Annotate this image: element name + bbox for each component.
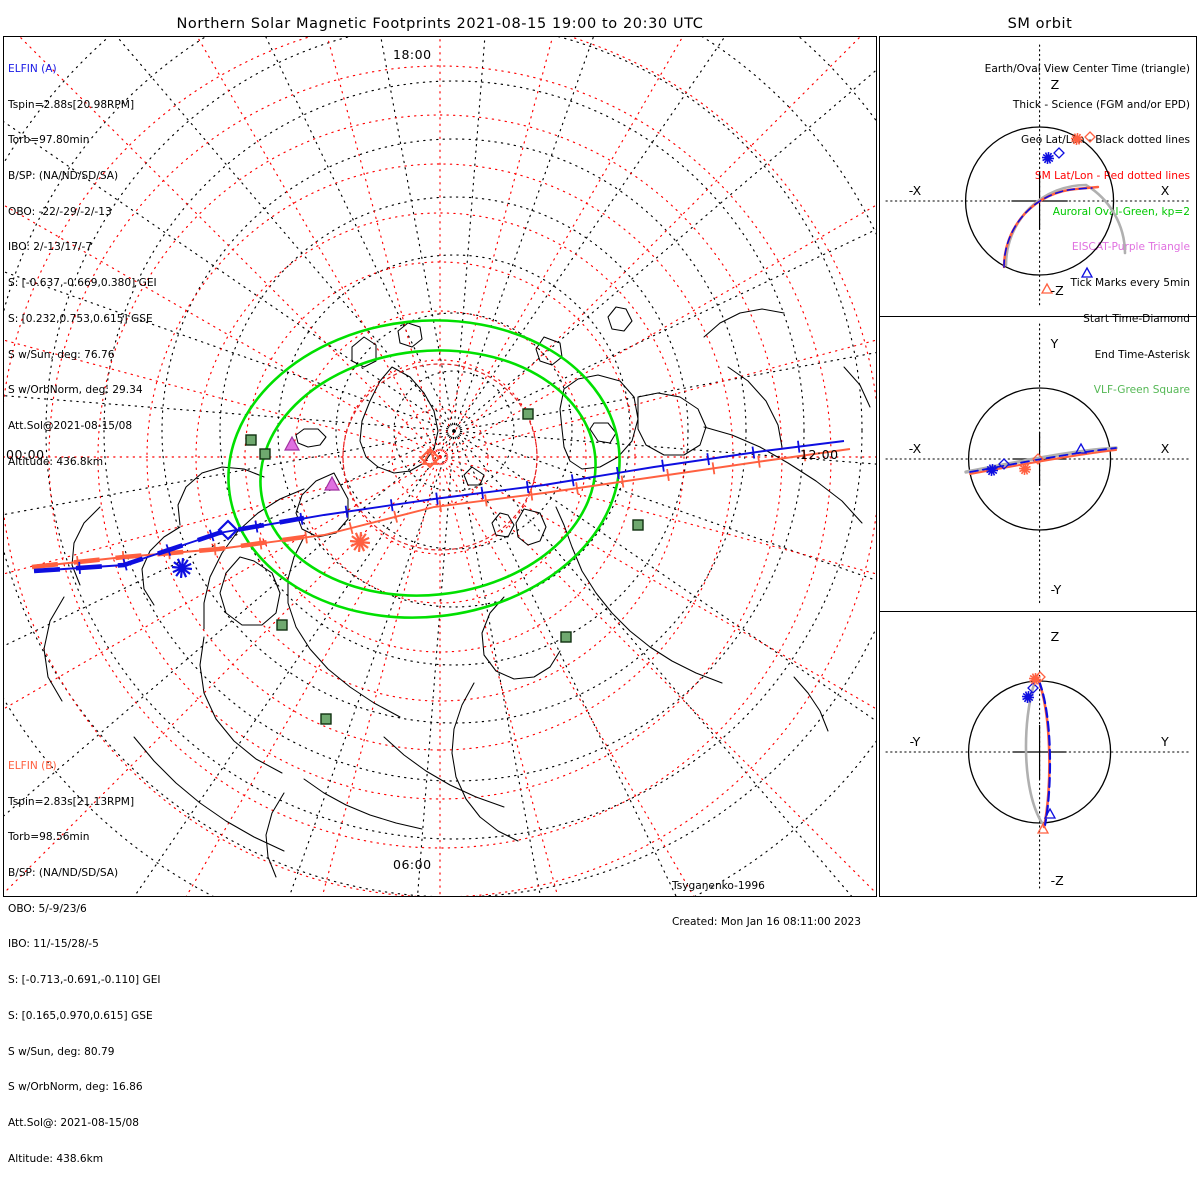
svg-text:-Z: -Z [1051,873,1064,888]
elfin-a-line-3: OBO: -22/-29/-2/-13 [8,205,112,218]
svg-text:X: X [1161,183,1170,198]
svg-text:Y: Y [1050,336,1059,351]
elfin-b-line-9: Att.Sol@: 2021-08-15/08 [8,1117,140,1129]
legend-item-9: VLF-Green Square [1093,384,1190,397]
elfin-a-info: ELFIN (A) Tspin=2.88s[20.98RPM] Torb=97.… [8,40,157,481]
legend: Earth/Oval View Center Time (triangle) T… [985,40,1190,409]
map-panel [3,36,877,897]
elfin-b-line-3: OBO: 5/-9/23/6 [8,902,87,915]
elfin-a-name: ELFIN (A) [8,62,57,75]
model-name: Tsyganenko-1996 [672,879,765,892]
legend-item-4: Auroral Oval-Green, kp=2 [1052,205,1190,218]
elfin-b-info: ELFIN (B) Tspin=2.83s[21.13RPM] Torb=98.… [8,737,161,1178]
elfin-b-line-2: B/SP: (NA/ND/SD/SA) [8,866,119,879]
sm-panel-xy: Y -Y -X X [885,323,1191,604]
sm-orbit-title: SM orbit [1007,16,1073,32]
elfin-a-track [33,440,845,575]
legend-item-5: EISCAT-Purple Triangle [1071,241,1190,254]
svg-text:Z: Z [1051,77,1060,92]
legend-item-7: Start Time-Diamond [1083,312,1190,325]
svg-text:-Z: -Z [1051,283,1064,298]
sm-orbit-panel [879,36,1197,897]
page-title: Northern Solar Magnetic Footprints 2021-… [176,16,704,32]
svg-text:-X: -X [909,441,922,456]
svg-text:Y: Y [1160,734,1169,749]
track-markers [171,447,441,579]
elfin-a-line-2: B/SP: (NA/ND/SD/SA) [8,169,119,182]
sm-panel-yz: Z -Z -Y Y [885,618,1191,889]
sm-divider-1 [880,316,1196,317]
sm-divider-2 [880,611,1196,612]
svg-text:Z: Z [1051,629,1060,644]
elfin-a-line-0: Tspin=2.88s[20.98RPM] [8,98,135,111]
sm-inner-circle [342,363,538,551]
legend-item-8: End Time-Asterisk [1094,348,1190,361]
mlt-label-left: 00:00 [6,447,45,462]
elfin-b-line-7: S w/Sun, deg: 80.79 [8,1045,115,1058]
elfin-b-line-5: S: [-0.713,-0.691,-0.110] GEI [8,974,161,987]
sm-panel-xz: Z -Z -X X [885,44,1191,309]
eiscat-stations [283,435,341,491]
sm-grid [4,37,876,896]
mlt-label-right: 12:00 [800,447,839,462]
svg-text:-Y: -Y [910,734,921,749]
mlt-label-top: 18:00 [393,47,432,62]
elfin-a-line-4: IBO: 2/-13/17/-7 [8,241,93,254]
elfin-b-name: ELFIN (B) [8,759,57,772]
elfin-b-line-1: Torb=98.56min [8,831,90,844]
elfin-b-line-0: Tspin=2.83s[21.13RPM] [8,795,135,808]
elfin-a-line-1: Torb=97.80min [8,134,90,147]
svg-text:-Y: -Y [1051,582,1062,597]
legend-item-2: Geo Lat/Lon - Black dotted lines [1021,134,1190,147]
legend-item-0: Earth/Oval View Center Time (triangle) [984,62,1190,75]
legend-item-1: Thick - Science (FGM and/or EPD) [1012,98,1190,111]
elfin-b-line-4: IBO: 11/-15/28/-5 [8,938,99,951]
created-date: Created: Mon Jan 16 08:11:00 2023 [672,915,862,928]
credits: Tsyganenko-1996 Created: Mon Jan 16 08:1… [672,857,861,940]
svg-text:-X: -X [909,183,922,198]
elfin-a-line-9: Att.Sol@2021-08-15/08 [8,420,133,432]
elfin-b-line-10: Altitude: 438.6km [8,1152,104,1165]
elfin-b-line-6: S: [0.165,0.970,0.615] GSE [8,1009,153,1022]
mlt-label-bottom: 06:00 [393,857,432,872]
auroral-oval [227,319,621,619]
vlf-stations [245,408,644,725]
elfin-a-line-7: S w/Sun, deg: 76.76 [8,348,115,361]
polar-map-plot [4,37,876,896]
elfin-a-line-8: S w/OrbNorm, deg: 29.34 [8,384,143,397]
svg-text:X: X [1161,441,1170,456]
elfin-b-line-8: S w/OrbNorm, deg: 16.86 [8,1081,143,1094]
elfin-a-line-10: Altitude: 436.8km [8,455,104,468]
coastlines [43,306,871,878]
elfin-a-line-5: S: [-0.637,-0.669,0.380] GEI [8,277,157,290]
legend-item-6: Tick Marks every 5min [1070,277,1190,290]
elfin-a-line-6: S: [0.232,0.753,0.615] GSE [8,312,153,325]
legend-item-3: SM Lat/Lon - Red dotted lines [1034,169,1190,182]
